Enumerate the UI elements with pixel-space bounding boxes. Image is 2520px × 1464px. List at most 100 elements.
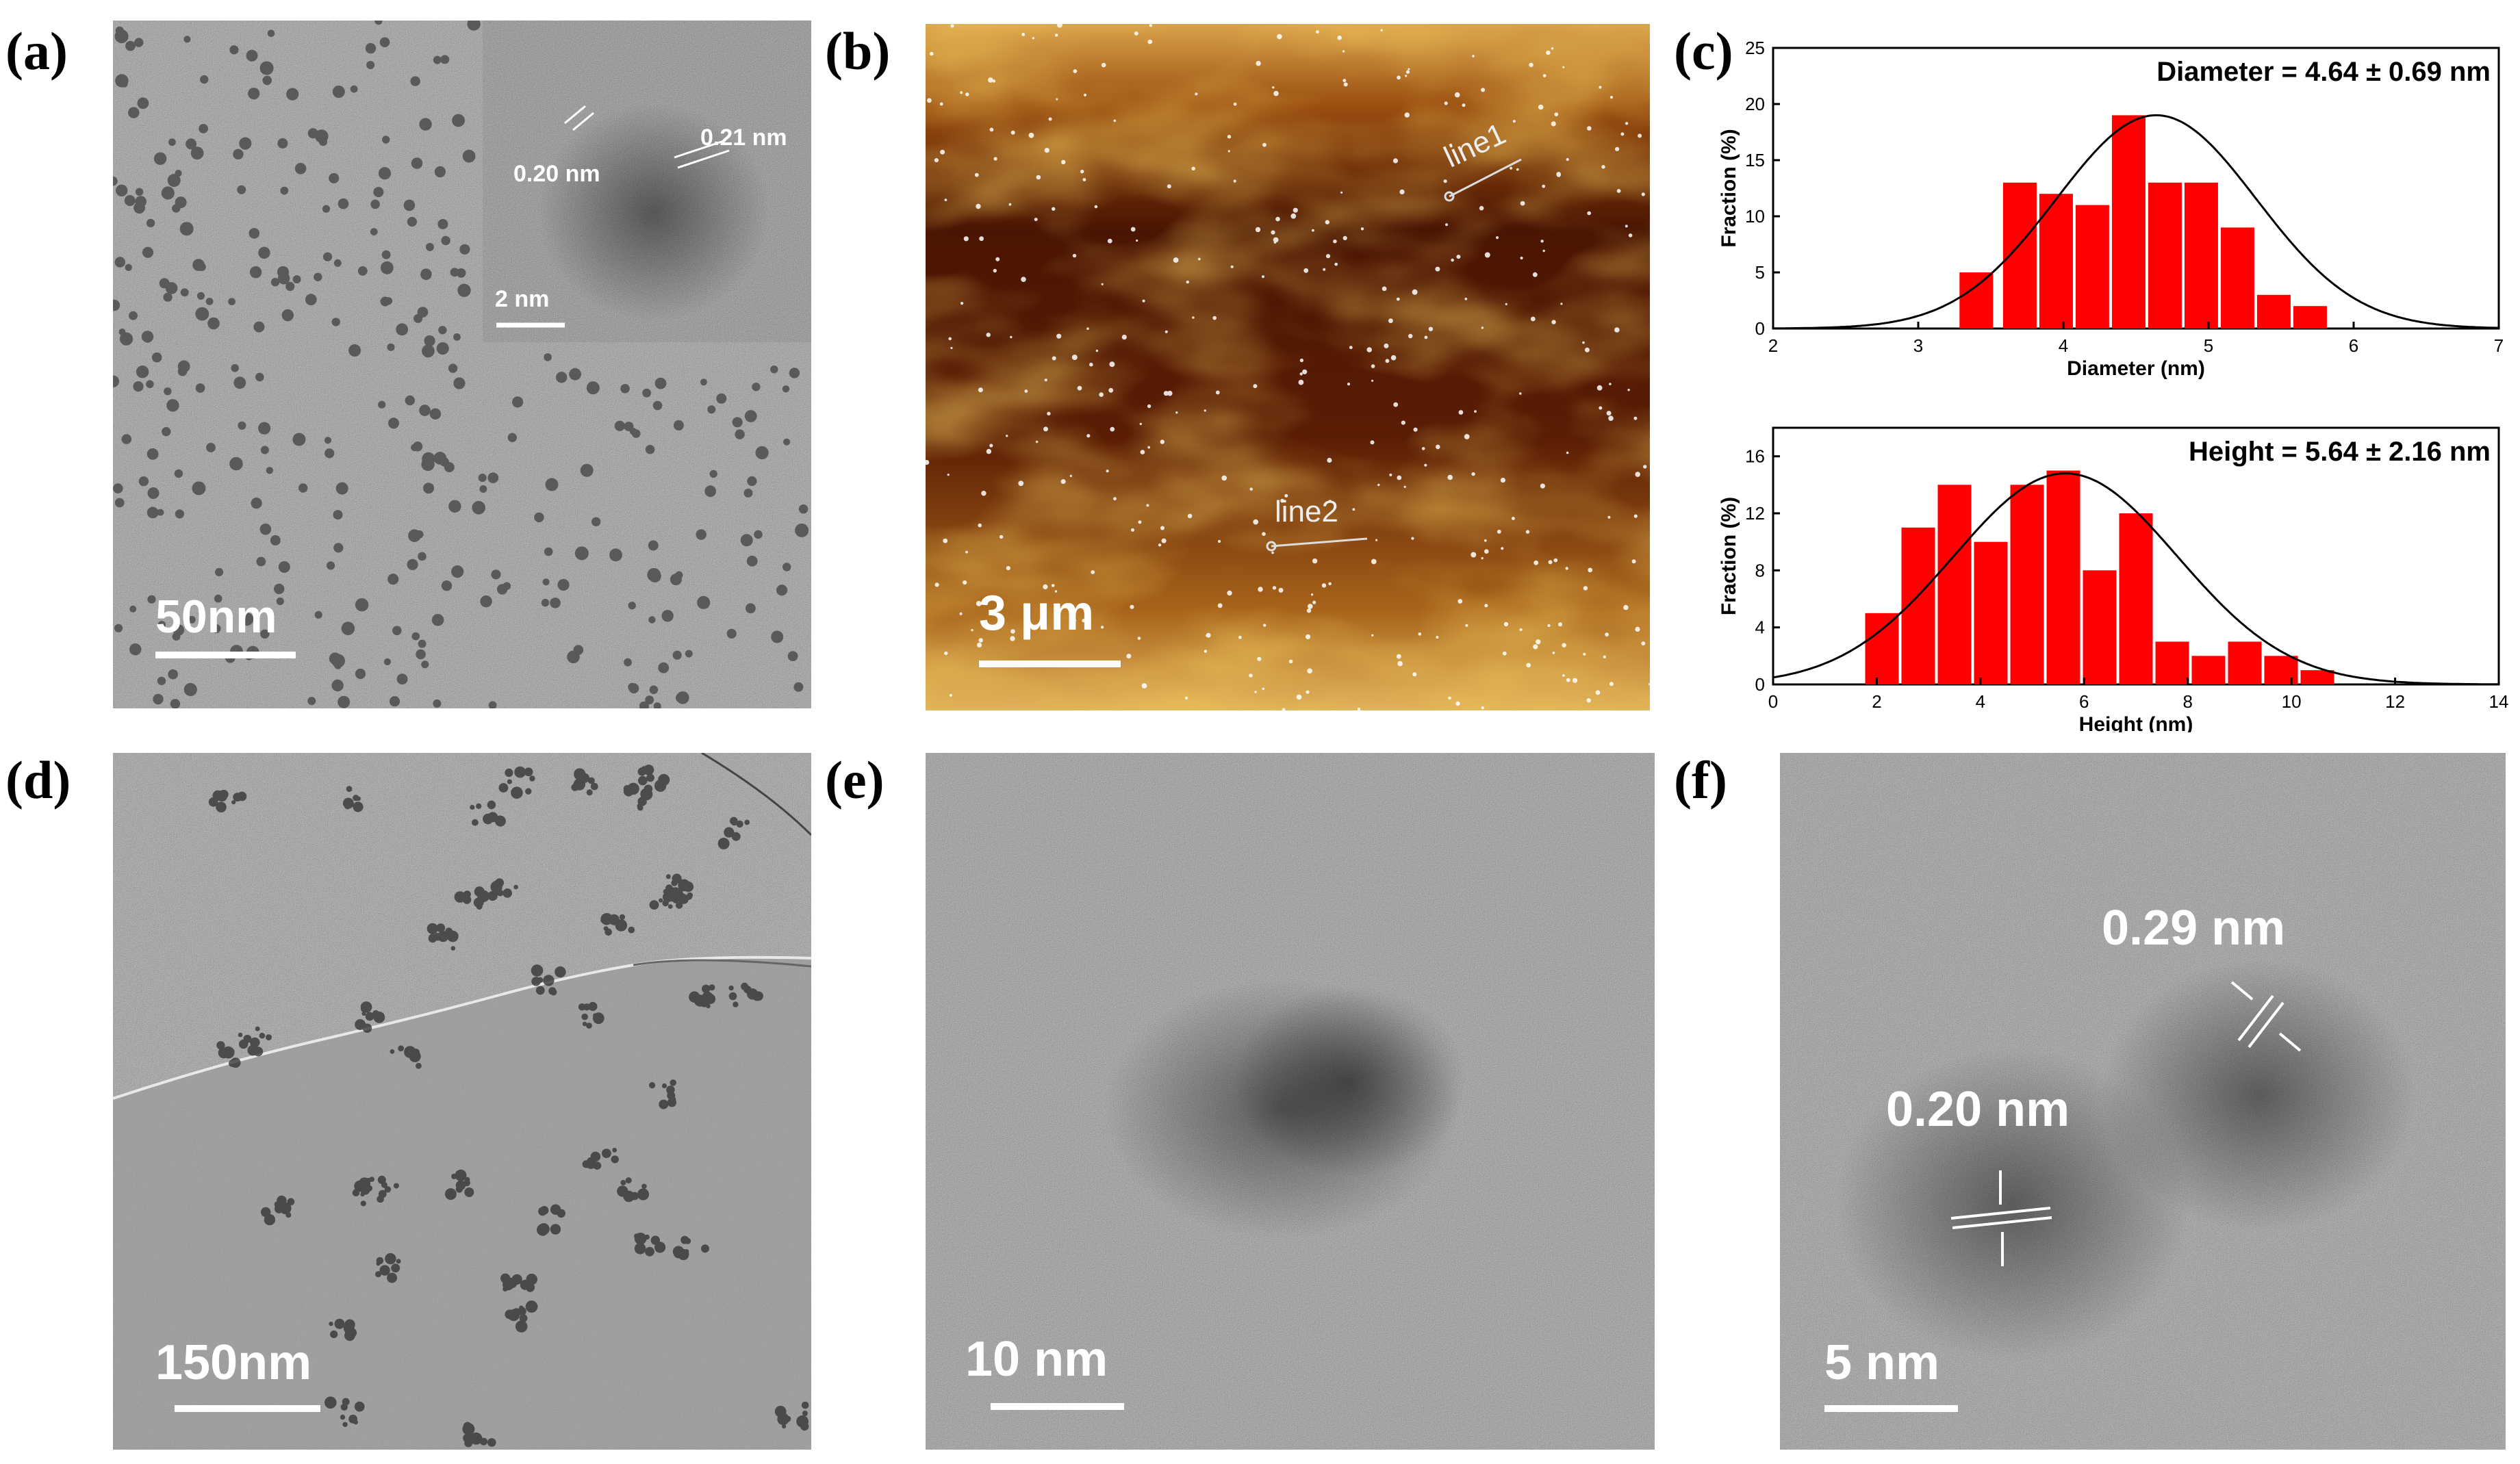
afm-dot: [944, 198, 947, 201]
afm-dot: [1238, 635, 1242, 639]
cluster-dot: [676, 1250, 682, 1256]
afm-dot: [1258, 587, 1263, 592]
afm-dot: [1160, 439, 1164, 444]
afm-dot: [1055, 34, 1058, 37]
cluster-dot: [670, 1079, 676, 1086]
afm-dot: [1010, 636, 1015, 641]
afm-dot: [1018, 480, 1024, 487]
cluster-dot: [611, 1155, 619, 1164]
afm-dot: [1596, 385, 1603, 391]
particle-dot: [661, 610, 674, 622]
y-tick-label: 5: [1755, 262, 1765, 283]
afm-dot: [1454, 92, 1460, 98]
line1-marker: [1444, 158, 1522, 202]
cluster-dot: [525, 788, 532, 795]
afm-dot: [1500, 478, 1505, 483]
afm-dot: [1334, 262, 1338, 266]
particle-dot: [322, 252, 333, 261]
afm-dot: [1043, 426, 1048, 432]
particle-dot: [453, 333, 461, 341]
particle-dot: [419, 118, 432, 131]
particle-dot: [331, 318, 340, 326]
particle-dot: [776, 585, 788, 596]
cluster-dot: [243, 1034, 252, 1043]
afm-dot: [1503, 621, 1509, 627]
cluster-dot: [433, 933, 442, 941]
afm-dot: [1566, 157, 1569, 162]
afm-dot: [1073, 619, 1077, 622]
particle-dot: [672, 650, 682, 660]
afm-dot: [1512, 517, 1515, 520]
afm-dot: [1006, 435, 1008, 437]
particle-dot: [270, 535, 281, 545]
histogram-bar: [1974, 541, 2008, 684]
particle-dot: [453, 377, 466, 389]
particle-dot: [569, 368, 581, 381]
panel-e-hrtem-image: 10 nm: [926, 753, 1655, 1450]
cluster-dot: [683, 881, 694, 892]
afm-dot: [1371, 364, 1375, 368]
afm-dot: [981, 491, 987, 496]
cluster-dot: [463, 1422, 472, 1430]
particle-dot: [258, 246, 270, 259]
afm-dot: [1149, 24, 1152, 27]
afm-dot: [1628, 233, 1633, 237]
cluster-dot: [372, 1010, 380, 1018]
afm-dot: [1536, 639, 1541, 645]
panel-b-scale-bar-label: 3 μm: [979, 586, 1095, 641]
particle-dot: [697, 595, 711, 610]
cluster-dot: [344, 1319, 355, 1330]
afm-dot: [1633, 416, 1638, 420]
particle-dot: [233, 376, 246, 389]
cluster-dot: [511, 786, 523, 799]
afm-dot: [1553, 558, 1558, 563]
particle-dot: [649, 685, 659, 695]
afm-dot: [1370, 440, 1375, 445]
afm-dot: [1327, 457, 1332, 463]
cluster-dot: [728, 985, 734, 991]
cluster-dot: [648, 767, 652, 771]
afm-dot: [1082, 178, 1086, 181]
cluster-dot: [537, 977, 544, 983]
particle-dot: [658, 662, 670, 673]
afm-dot: [1107, 238, 1112, 244]
cluster-dot: [474, 886, 485, 897]
particle-dot: [147, 506, 159, 519]
x-tick-label: 4: [1976, 691, 1985, 712]
afm-dot: [1086, 327, 1089, 331]
particle-dot: [412, 441, 423, 452]
cluster-dot: [356, 796, 361, 801]
afm-dot: [1035, 440, 1039, 444]
afm-dot: [1164, 330, 1168, 333]
cluster-dot: [487, 1438, 496, 1447]
particle-dot: [378, 167, 392, 180]
particle-dot: [141, 331, 154, 343]
particle-dot: [434, 166, 446, 178]
cluster-dot: [334, 1318, 345, 1329]
afm-dot: [1167, 184, 1171, 189]
afm-dot: [1273, 237, 1279, 243]
afm-dot: [1101, 283, 1104, 285]
afm-dot: [1533, 560, 1539, 565]
panel-e-scale-bar-label: 10 nm: [965, 1332, 1108, 1387]
afm-dot: [1583, 652, 1586, 656]
gaussian-fit-line: [1773, 114, 2499, 330]
particle-dot: [407, 216, 417, 227]
x-tick-label: 12: [2385, 691, 2405, 712]
afm-dot: [1044, 378, 1047, 382]
afm-dot: [1082, 619, 1086, 623]
particle-dot: [115, 26, 124, 35]
panel-label-b: (b): [825, 21, 891, 81]
histogram-bar: [2039, 194, 2073, 329]
afm-dot: [1357, 708, 1361, 710]
histogram-bar: [2148, 182, 2182, 329]
afm-dot: [1342, 79, 1347, 83]
cluster-dot: [445, 927, 453, 936]
particle-dot: [350, 85, 358, 93]
particle-dot: [334, 662, 342, 669]
nanoparticle-dots: [113, 21, 809, 708]
particle-dot: [125, 40, 136, 51]
afm-dot: [1312, 558, 1318, 564]
cluster-dot: [644, 1234, 650, 1240]
particle-dot: [151, 352, 162, 363]
